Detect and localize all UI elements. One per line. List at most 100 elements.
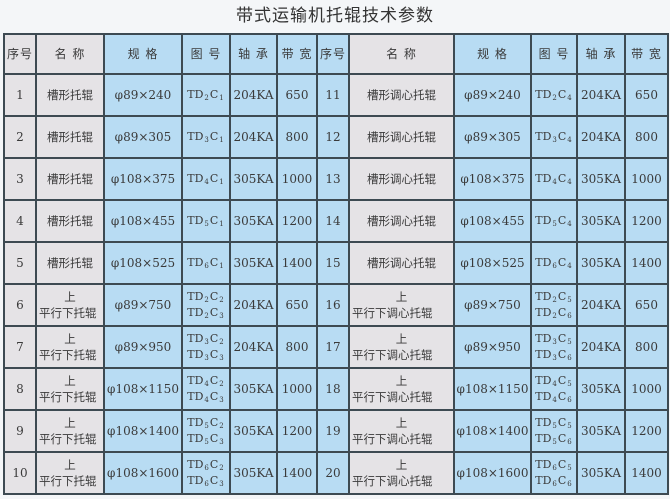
figure-series: C — [209, 348, 219, 361]
cell-belt-width: 800 — [276, 115, 318, 159]
figure-series: C — [209, 256, 219, 269]
cell-belt-width: 1400 — [276, 241, 318, 285]
cell-figure-no: TD3C4 — [530, 115, 578, 159]
cell-bearing: 305KA — [576, 451, 626, 495]
figure-sub: 2 — [204, 296, 209, 304]
cell-belt-width: 650 — [624, 73, 669, 117]
figure-sub: 4 — [567, 136, 572, 144]
cell-name: 上平行下调心托辊 — [348, 325, 455, 369]
cell-spec: φ89×950 — [453, 325, 532, 369]
figure-prefix: TD — [535, 474, 552, 487]
cell-seq: 8 — [3, 367, 37, 411]
cell-bearing: 305KA — [576, 199, 626, 243]
cell-figure-no: TD3C5 TD3C6 — [530, 325, 578, 369]
figure-series: C — [209, 390, 219, 403]
header-figure-no: 图 号 — [530, 33, 578, 75]
cell-seq: 3 — [3, 157, 37, 201]
figure-sub: 1 — [219, 136, 224, 144]
figure-prefix: TD — [535, 374, 552, 387]
figure-sub: 3 — [219, 438, 224, 446]
figure-sub: 4 — [204, 396, 209, 404]
cell-bearing: 204KA — [576, 73, 626, 117]
cell-name: 槽形托辊 — [35, 115, 105, 159]
figure-sub: 4 — [567, 220, 572, 228]
figure-sub: 2 — [219, 338, 224, 346]
cell-belt-width: 1400 — [624, 241, 669, 285]
cell-bearing: 204KA — [229, 325, 278, 369]
figure-sub: 6 — [552, 464, 557, 472]
figure-sub: 3 — [204, 136, 209, 144]
cell-name: 槽形托辊 — [35, 241, 105, 285]
cell-seq: 17 — [316, 325, 350, 369]
table-row: 10 上平行下托辊 φ108×1600 TD6C2 TD6C3 305KA 1400 20 上平… — [3, 451, 669, 495]
cell-name: 槽形托辊 — [35, 199, 105, 243]
table-row: 6 上平行下托辊 φ89×750 TD2C2 TD2C3 204KA 650 16 上平行下调心… — [3, 283, 669, 327]
figure-prefix: TD — [187, 332, 204, 345]
cell-belt-width: 1400 — [624, 451, 669, 495]
figure-sub: 5 — [552, 438, 557, 446]
figure-sub: 2 — [204, 312, 209, 320]
cell-figure-no: TD5C4 — [530, 199, 578, 243]
cell-name: 上平行下调心托辊 — [348, 451, 455, 495]
cell-figure-no: TD4C1 — [181, 157, 231, 201]
cell-seq: 20 — [316, 451, 350, 495]
figure-prefix: TD — [535, 416, 552, 429]
figure-sub: 2 — [552, 296, 557, 304]
figure-sub: 5 — [552, 422, 557, 430]
cell-name: 槽形调心托辊 — [348, 157, 455, 201]
cell-figure-no: TD6C4 — [530, 241, 578, 285]
figure-prefix: TD — [187, 256, 204, 269]
header-bearing: 轴 承 — [576, 33, 626, 75]
header-bearing: 轴 承 — [229, 33, 278, 75]
name-upper: 上 — [64, 290, 76, 304]
cell-spec: φ108×1150 — [103, 367, 183, 411]
figure-sub: 2 — [204, 94, 209, 102]
figure-sub: 4 — [204, 178, 209, 186]
name-lower: 平行下托辊 — [39, 474, 97, 488]
figure-sub: 6 — [567, 396, 572, 404]
figure-sub: 3 — [219, 354, 224, 362]
cell-bearing: 204KA — [576, 283, 626, 327]
cell-name: 槽形托辊 — [35, 73, 105, 117]
cell-spec: φ89×240 — [103, 73, 183, 117]
cell-spec: φ108×455 — [103, 199, 183, 243]
name-upper: 上 — [64, 458, 76, 472]
cell-seq: 2 — [3, 115, 37, 159]
figure-prefix: TD — [535, 390, 552, 403]
figure-code: TD3C5 — [533, 332, 575, 346]
header-row: 序号名 称规 格图 号轴 承带 宽序号名 称规 格图 号轴 承带 宽 — [3, 33, 669, 75]
figure-code: TD5C4 — [533, 214, 575, 228]
figure-sub: 6 — [567, 312, 572, 320]
header-figure-no: 图 号 — [181, 33, 231, 75]
cell-bearing: 305KA — [229, 157, 278, 201]
cell-spec: φ89×750 — [103, 283, 183, 327]
figure-code: TD2C2 — [184, 290, 228, 304]
name-upper: 上 — [64, 416, 76, 430]
table-row: 2 槽形托辊 φ89×305 TD3C1 204KA 800 12 槽形调心托辊 φ89×305… — [3, 115, 669, 159]
cell-spec: φ108×375 — [453, 157, 532, 201]
header-name: 名 称 — [348, 33, 455, 75]
figure-sub: 5 — [567, 380, 572, 388]
figure-prefix: TD — [187, 306, 204, 319]
name-lower: 平行下托辊 — [39, 432, 97, 446]
figure-sub: 1 — [219, 178, 224, 186]
figure-series: C — [557, 474, 567, 487]
figure-prefix: TD — [187, 130, 204, 143]
name-lower: 平行下托辊 — [39, 348, 97, 362]
figure-prefix: TD — [187, 290, 204, 303]
cell-spec: φ108×1400 — [103, 409, 183, 453]
figure-prefix: TD — [535, 306, 552, 319]
cell-bearing: 305KA — [576, 157, 626, 201]
cell-seq: 14 — [316, 199, 350, 243]
cell-name: 槽形托辊 — [35, 157, 105, 201]
figure-prefix: TD — [187, 432, 204, 445]
table-row: 3 槽形托辊 φ108×375 TD4C1 305KA 1000 13 槽形调心托辊 φ108×… — [3, 157, 669, 201]
figure-series: C — [557, 458, 567, 471]
cell-figure-no: TD6C5 TD6C6 — [530, 451, 578, 495]
figure-code: TD5C3 — [184, 432, 228, 446]
cell-spec: φ108×1600 — [453, 451, 532, 495]
header-seq: 序号 — [3, 33, 37, 75]
cell-belt-width: 650 — [624, 283, 669, 327]
cell-figure-no: TD4C2 TD4C3 — [181, 367, 231, 411]
figure-code: TD2C6 — [533, 306, 575, 320]
